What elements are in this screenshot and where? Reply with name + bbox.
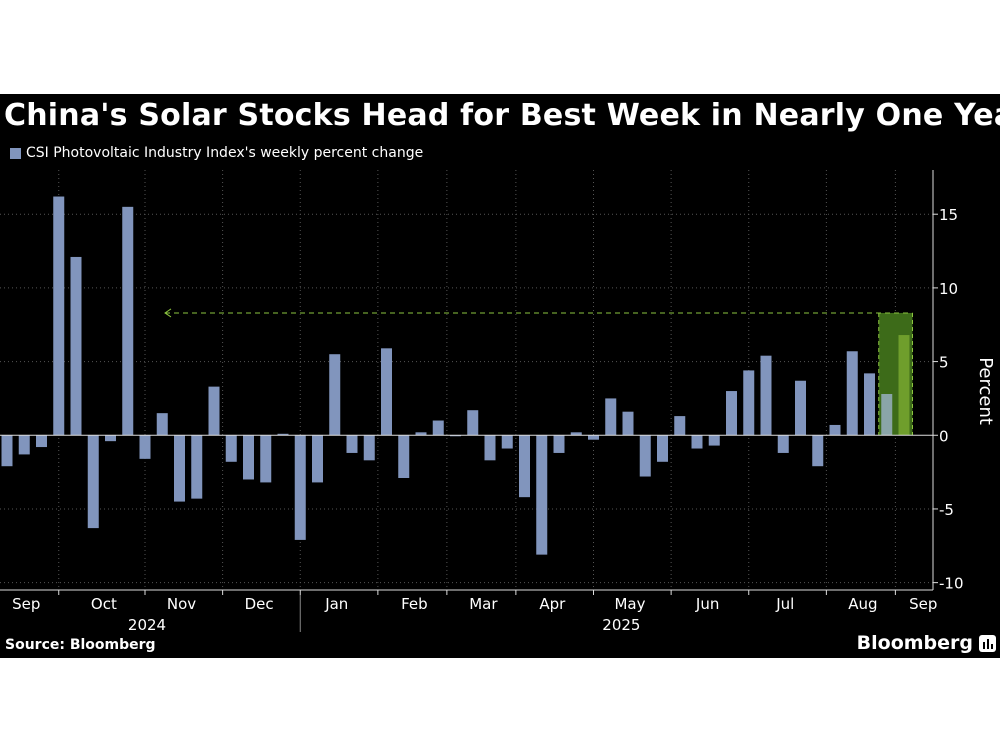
bar (174, 435, 185, 502)
bar (881, 394, 893, 436)
y-tick-label: -5 (939, 501, 954, 519)
bar (864, 373, 875, 436)
bar (105, 435, 116, 442)
bar (415, 432, 427, 436)
source-note: Source: Bloomberg (5, 637, 156, 653)
chart-panel: 15 10 5 0 -5 -10 Percent Sep Oct Nov Dec Jan Feb Mar A… (0, 94, 1000, 658)
bar (260, 435, 272, 483)
bar (691, 435, 703, 449)
bar (812, 435, 824, 467)
bar (70, 256, 82, 436)
x-tick-label: Jul (775, 595, 794, 613)
y-tick-label: 10 (939, 280, 958, 298)
x-tick-label: Jan (324, 595, 348, 613)
bar (588, 435, 599, 440)
y-tick-label: 15 (939, 206, 958, 224)
bar (639, 435, 651, 477)
bar (122, 206, 134, 436)
bar (726, 391, 737, 436)
brand-logo: Bloomberg (857, 632, 996, 654)
bar (432, 420, 444, 436)
bar (1, 435, 13, 467)
x-tick-label: Nov (167, 595, 196, 613)
bar (760, 355, 772, 436)
bar (501, 435, 513, 449)
bar (846, 351, 858, 436)
bar (18, 435, 30, 455)
bar (519, 435, 530, 498)
y-tick-label: -10 (939, 575, 964, 593)
bar (657, 435, 668, 462)
bar (381, 348, 392, 436)
bar (243, 435, 254, 480)
y-axis-label: Percent (975, 357, 996, 425)
bar (777, 435, 789, 453)
bar (329, 354, 341, 436)
chart-title: China's Solar Stocks Head for Best Week … (4, 98, 1000, 133)
bar (829, 424, 841, 436)
bar (36, 435, 47, 448)
year-label: 2024 (128, 616, 166, 634)
x-tick-label: Dec (245, 595, 274, 613)
bar (622, 411, 634, 436)
legend: CSI Photovoltaic Industry Index's weekly… (10, 145, 423, 161)
x-tick-label: Apr (539, 595, 566, 613)
reference-arrow-icon (164, 308, 172, 318)
bar (156, 413, 168, 436)
bar (346, 435, 358, 453)
bar (553, 435, 565, 453)
bar (708, 435, 720, 446)
bar (363, 435, 375, 461)
legend-swatch (10, 147, 21, 159)
bar (53, 196, 65, 436)
legend-label: CSI Photovoltaic Industry Index's weekly… (26, 145, 424, 161)
x-tick-label: Sep (12, 595, 40, 613)
bar (191, 435, 203, 499)
bar (484, 435, 496, 461)
bar (743, 370, 755, 436)
brand-name: Bloomberg (856, 632, 973, 654)
x-tick-label: Jun (695, 595, 719, 613)
x-tick-label: Aug (848, 595, 877, 613)
bar (87, 435, 99, 529)
bar (467, 410, 479, 436)
bar (398, 435, 410, 478)
bloomberg-bars-icon (979, 634, 996, 652)
bar (294, 435, 306, 540)
bar (674, 416, 686, 436)
plot-area: 15 10 5 0 -5 -10 Percent Sep Oct Nov Dec Jan Feb Mar A… (0, 170, 996, 634)
bar (277, 433, 289, 436)
y-tick-label: 0 (939, 427, 949, 445)
x-tick-label: Oct (91, 595, 117, 613)
bar (536, 435, 548, 555)
x-tick-label: May (614, 595, 645, 613)
bar (312, 435, 323, 483)
bar (570, 432, 582, 436)
x-tick-label: Feb (401, 595, 428, 613)
year-label: 2025 (602, 616, 640, 634)
bar (225, 435, 237, 462)
bar (898, 335, 910, 436)
x-tick-label: Mar (469, 595, 498, 613)
bar (605, 398, 617, 436)
bar (208, 386, 220, 436)
y-tick-label: 5 (939, 354, 949, 372)
bar (795, 380, 806, 436)
bar (139, 435, 151, 459)
x-tick-label: Sep (909, 595, 937, 613)
